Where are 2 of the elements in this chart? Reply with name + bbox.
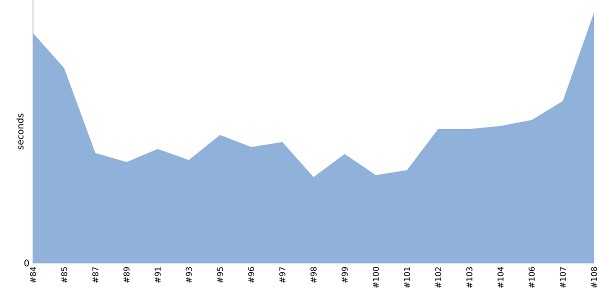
text: 0 (24, 260, 29, 266)
y-axis-title: seconds (16, 114, 24, 150)
